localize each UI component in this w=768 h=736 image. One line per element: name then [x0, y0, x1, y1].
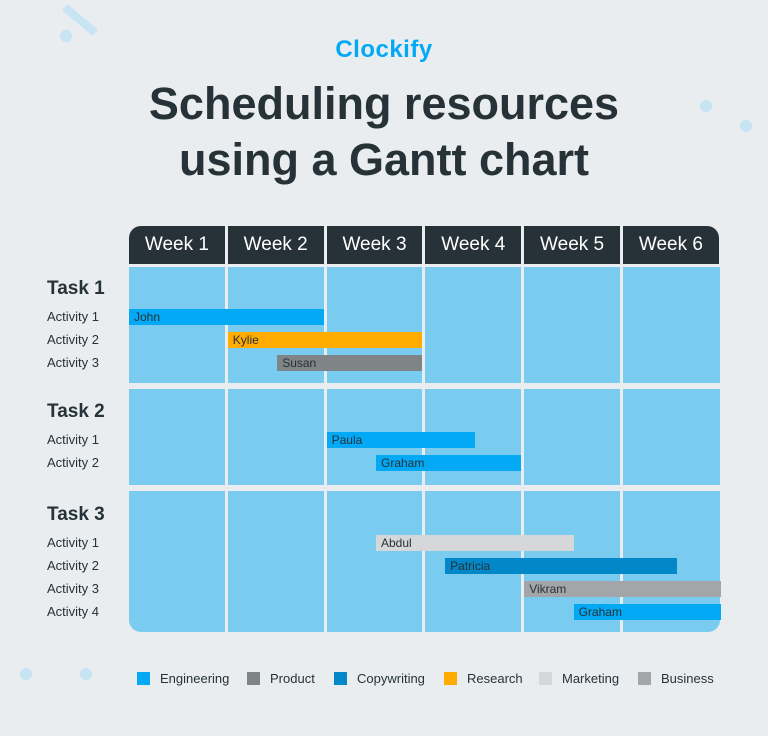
page-title-line-1: Scheduling resources — [148, 78, 620, 129]
week-header: Week 5 — [524, 226, 620, 264]
gantt-bar: Graham — [573, 604, 721, 620]
week-header: Week 3 — [326, 226, 423, 264]
grid-cell — [227, 389, 324, 485]
grid-cell — [524, 389, 620, 485]
gantt-bar: Vikram — [524, 581, 721, 597]
activity-label: Activity 2 — [47, 455, 100, 470]
task-label: Task 1 — [47, 278, 105, 299]
gantt-bar: Susan — [277, 355, 423, 371]
activity-label: Activity 3 — [47, 355, 100, 370]
legend-swatch — [247, 672, 260, 685]
gantt-bar: Paula — [326, 432, 475, 448]
legend-item: Engineering — [137, 671, 229, 686]
activity-label: Activity 1 — [47, 432, 100, 447]
legend-item: Marketing — [539, 671, 619, 686]
legend-swatch — [334, 672, 347, 685]
gantt-bar: Patricia — [445, 558, 678, 574]
gantt-bar: John — [129, 309, 324, 325]
decorative-shape — [60, 30, 72, 42]
legend-item: Product — [247, 671, 315, 686]
clockify-logo: Clockify — [335, 36, 433, 63]
legend-item: Business — [638, 671, 714, 686]
week-header: Week 6 — [623, 226, 719, 264]
week-header: Week 4 — [425, 226, 522, 264]
gantt-bar: Kylie — [227, 332, 423, 348]
decorative-shape — [700, 100, 712, 112]
gantt-bar: Graham — [376, 455, 522, 471]
activity-label: Activity 1 — [47, 309, 100, 324]
legend-swatch — [137, 672, 150, 685]
legend-label: Business — [661, 671, 714, 686]
decorative-shape — [740, 120, 752, 132]
legend-swatch — [638, 672, 651, 685]
legend-label: Research — [467, 671, 523, 686]
grid-cell — [524, 267, 620, 383]
legend-item: Research — [444, 671, 523, 686]
legend-label: Product — [270, 671, 315, 686]
activity-label: Activity 2 — [47, 558, 100, 573]
week-header: Week 2 — [227, 226, 324, 264]
grid-cell — [326, 491, 423, 632]
activity-label: Activity 2 — [47, 332, 100, 347]
page-title-line-2: using a Gantt chart — [178, 134, 590, 185]
legend-item: Copywriting — [334, 671, 425, 686]
legend-swatch — [444, 672, 457, 685]
activity-label: Activity 4 — [47, 604, 100, 619]
grid-cell — [129, 389, 225, 485]
task-label: Task 3 — [47, 504, 105, 525]
grid-cell — [129, 267, 225, 383]
grid-cell — [623, 267, 720, 383]
legend-swatch — [539, 672, 552, 685]
decorative-shape — [20, 668, 32, 680]
legend-label: Copywriting — [357, 671, 425, 686]
grid-cell — [129, 491, 225, 632]
grid-cell — [623, 389, 720, 485]
grid-cell — [425, 267, 522, 383]
grid-cell — [227, 491, 324, 632]
legend-label: Marketing — [562, 671, 620, 686]
legend-label: Engineering — [160, 671, 230, 686]
task-label: Task 2 — [47, 401, 105, 422]
week-header: Week 1 — [129, 226, 225, 264]
activity-label: Activity 1 — [47, 535, 100, 550]
activity-label: Activity 3 — [47, 581, 100, 596]
decorative-shape — [80, 668, 92, 680]
gantt-bar: Abdul — [376, 535, 574, 551]
